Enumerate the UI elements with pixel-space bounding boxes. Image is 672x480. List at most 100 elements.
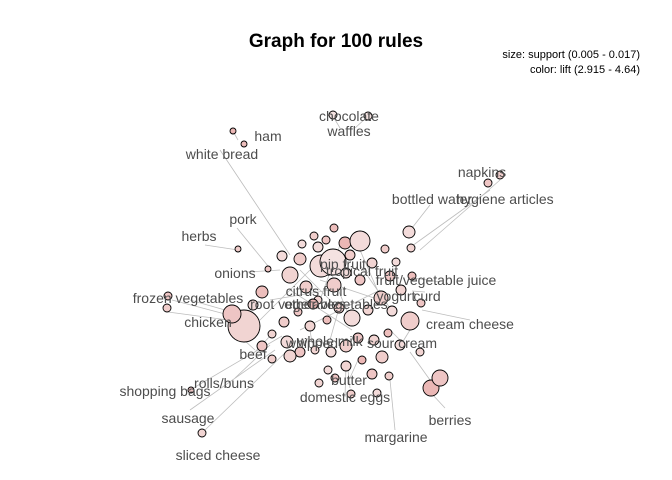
rule-edge — [219, 149, 291, 256]
rule-node — [372, 388, 382, 398]
rule-node — [304, 320, 316, 332]
rule-edge — [413, 277, 441, 283]
rule-node — [366, 368, 378, 380]
rule-node — [349, 230, 371, 252]
item-label: citrus fruit — [286, 283, 347, 299]
rule-node — [340, 267, 352, 279]
item-label: sliced cheese — [176, 447, 261, 463]
rule-node — [340, 360, 352, 372]
rule-node — [383, 328, 393, 338]
item-label: white bread — [185, 146, 258, 162]
rule-node — [431, 369, 449, 387]
rule-node — [362, 304, 374, 316]
rule-edge — [299, 269, 341, 311]
rule-node — [326, 277, 342, 293]
rule-node — [395, 284, 407, 296]
rule-node — [384, 270, 396, 282]
rule-node — [293, 252, 307, 266]
rule-edge — [431, 393, 446, 409]
rule-node — [267, 329, 277, 339]
rule-edge — [411, 204, 431, 229]
rule-node — [384, 371, 394, 381]
rule-node — [163, 291, 173, 301]
item-label: other vegetables — [284, 296, 388, 312]
item-label: chicken — [184, 314, 231, 330]
rule-node — [229, 127, 237, 135]
item-label: pip fruit — [320, 256, 366, 272]
rule-edge — [421, 309, 471, 321]
rule-node — [276, 250, 288, 262]
rule-edge — [167, 311, 229, 321]
item-label: tropical fruit — [326, 263, 398, 279]
rule-edge — [348, 359, 359, 381]
rule-edge — [333, 117, 341, 129]
rule-node — [339, 339, 353, 353]
rule-node — [483, 178, 493, 188]
rule-node — [319, 248, 347, 276]
graph-title: Graph for 100 rules — [249, 31, 423, 52]
legend-size: size: support (0.005 - 0.017) — [502, 49, 640, 61]
rule-node — [321, 235, 331, 245]
rule-edge — [204, 349, 289, 431]
rule-node — [386, 305, 398, 317]
rule-node — [314, 378, 324, 388]
rule-node — [187, 386, 195, 394]
rule-node — [247, 299, 259, 311]
rule-node — [402, 225, 416, 239]
rule-node — [391, 257, 401, 267]
rule-node — [293, 307, 303, 317]
rule-node — [375, 350, 389, 364]
rule-edge — [409, 351, 431, 381]
item-label: whipped — [285, 335, 338, 351]
rule-node — [234, 245, 242, 253]
item-label: onions — [214, 265, 255, 281]
rule-nodes — [162, 110, 505, 438]
rule-node — [330, 373, 340, 383]
rule-edge — [269, 289, 331, 301]
item-label: curd — [413, 288, 440, 304]
rule-edge — [411, 189, 491, 247]
rule-node — [333, 302, 345, 314]
item-label: bottled water — [392, 191, 472, 207]
rule-node — [373, 290, 389, 306]
rule-node — [354, 274, 366, 286]
item-label: frozen vegetables — [133, 290, 244, 306]
item-label: beef — [239, 346, 266, 362]
rule-node — [400, 311, 420, 331]
rule-edge — [309, 329, 313, 344]
rule-node — [380, 244, 390, 254]
rule-node — [495, 170, 505, 180]
rule-node — [407, 271, 417, 281]
legend-color: color: lift (2.915 - 4.64) — [530, 64, 640, 76]
rule-node — [299, 280, 313, 294]
rule-node — [368, 334, 380, 346]
rule-node — [307, 298, 319, 310]
item-label: pork — [229, 211, 257, 227]
rule-edge — [259, 259, 321, 321]
rule-edge — [411, 290, 426, 293]
rule-node — [222, 304, 242, 324]
rule-node — [394, 339, 406, 351]
item-label: whole milk — [296, 333, 363, 349]
rule-edge — [354, 117, 367, 129]
item-label: ham — [254, 128, 281, 144]
rule-edge — [389, 379, 396, 431]
rule-node — [297, 239, 307, 249]
rule-edge — [204, 244, 239, 251]
rule-node — [197, 428, 207, 438]
rule-node — [256, 340, 268, 352]
rule-edge — [233, 132, 239, 141]
item-label: root vegetables — [250, 296, 346, 312]
rule-node — [357, 355, 367, 365]
item-label: sour cream — [367, 335, 437, 351]
rule-node — [352, 332, 364, 344]
rule-node — [310, 345, 320, 355]
rule-edge — [329, 307, 340, 341]
rule-node — [325, 346, 337, 358]
item-label: napkins — [458, 164, 506, 180]
rule-node — [283, 349, 297, 363]
item-label: waffles — [326, 123, 370, 139]
rule-edge — [347, 369, 351, 389]
rule-node — [278, 316, 290, 328]
